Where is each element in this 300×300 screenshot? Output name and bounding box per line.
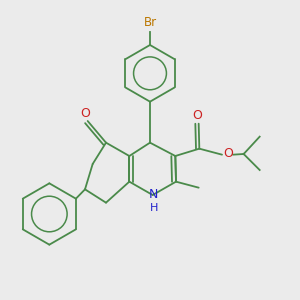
Text: H: H bbox=[149, 203, 158, 213]
Text: N: N bbox=[149, 188, 158, 202]
Text: O: O bbox=[224, 148, 234, 160]
Text: O: O bbox=[192, 109, 202, 122]
Text: Br: Br bbox=[143, 16, 157, 29]
Text: O: O bbox=[80, 107, 90, 120]
